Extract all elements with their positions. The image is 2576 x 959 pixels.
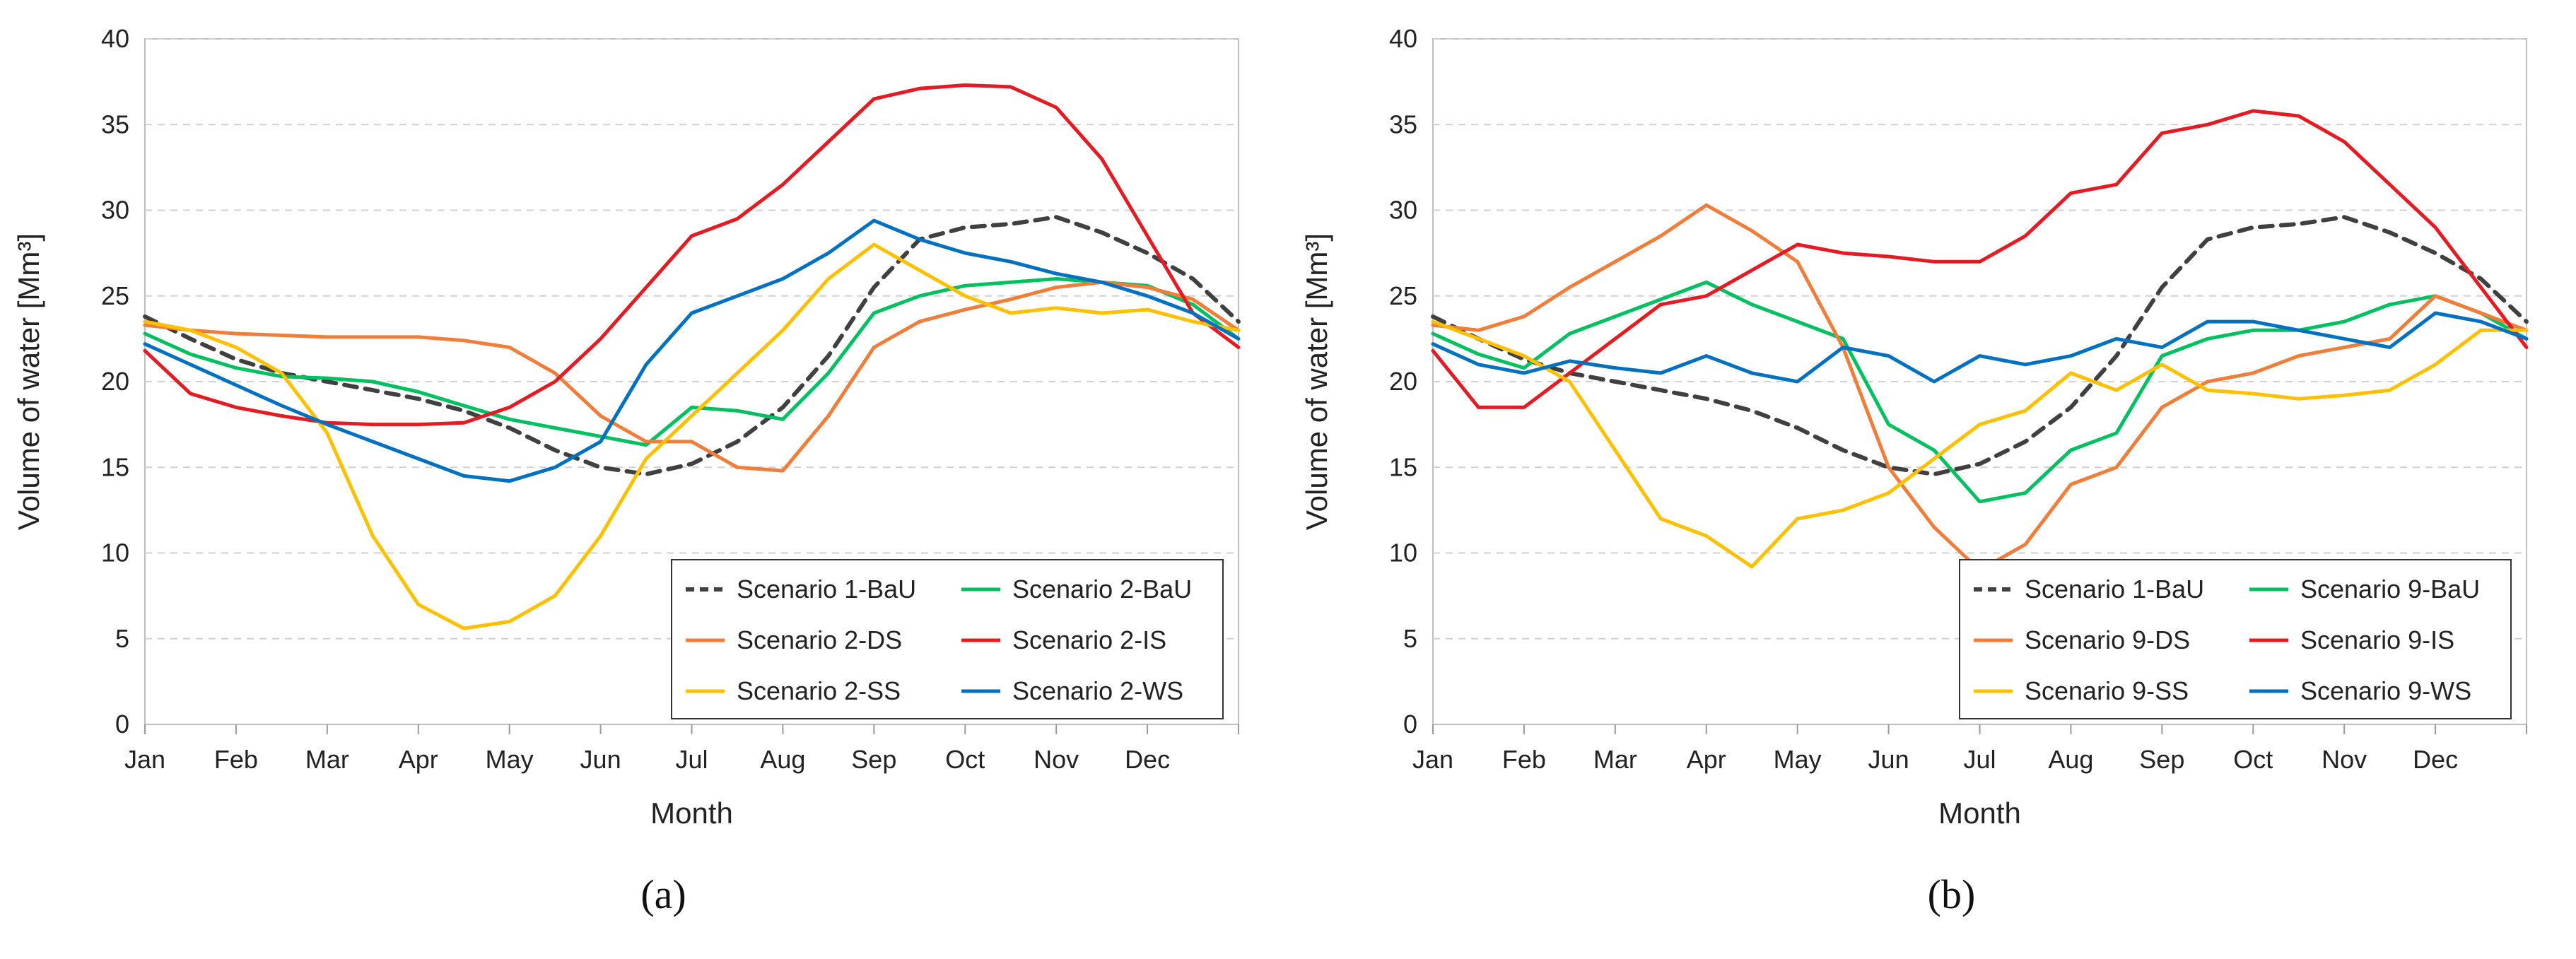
legend-entry-label: Scenario 9-BaU bbox=[2300, 575, 2480, 604]
x-tick-label: Dec bbox=[2413, 745, 2458, 774]
legend-entry-label: Scenario 9-IS bbox=[2300, 625, 2454, 654]
series-line-scenario-9-is bbox=[1431, 109, 2529, 409]
chart-b-svg: 0 5 10 15 20 25 30 35 40 Jan Feb Mar Apr May Jun Jul Aug… bbox=[1300, 24, 2529, 917]
legend-entry-label: Scenario 2-BaU bbox=[1012, 575, 1192, 604]
y-tick-label: 20 bbox=[1389, 367, 1417, 396]
x-tick-label: Apr bbox=[399, 745, 438, 774]
x-tick-label: Aug bbox=[2048, 745, 2093, 774]
legend-box bbox=[671, 559, 1224, 719]
series-line-scenario-9-ws bbox=[1431, 311, 2529, 384]
chart-a-svg: 0 5 10 15 20 25 30 35 40 Jan Feb Mar Apr May Jun Jul Aug… bbox=[12, 24, 1241, 917]
y-tick-label: 0 bbox=[1403, 710, 1417, 739]
legend-entry-label: Scenario 2-IS bbox=[1012, 625, 1166, 654]
y-tick-label: 5 bbox=[115, 624, 129, 653]
legend-entry-label: Scenario 9-DS bbox=[2025, 625, 2190, 654]
y-tick-label: 40 bbox=[101, 24, 129, 53]
x-tick-label: Jul bbox=[1963, 745, 1996, 774]
series-line-scenario-1-bau bbox=[1431, 215, 2529, 476]
y-tick-label: 40 bbox=[1389, 24, 1417, 53]
figure-caption-b: (b) bbox=[1928, 871, 1976, 917]
series-line-scenario-9-ss bbox=[1431, 319, 2529, 569]
x-tick-label: Jun bbox=[1868, 745, 1909, 774]
series-line-scenario-2-bau bbox=[143, 277, 1241, 447]
y-tick-label: 15 bbox=[101, 452, 129, 481]
y-tick-label: 25 bbox=[101, 281, 129, 310]
x-tick-label: Jun bbox=[580, 745, 621, 774]
legend-entry-label: Scenario 2-WS bbox=[1012, 676, 1183, 705]
legend-entry-label: Scenario 1-BaU bbox=[2025, 575, 2204, 604]
legend: Scenario 1-BaU Scenario 2-BaU Scenario 2-D… bbox=[671, 559, 1224, 719]
x-tick-label: Oct bbox=[2233, 745, 2273, 774]
x-tick-label: Aug bbox=[760, 745, 805, 774]
x-tick-label: Feb bbox=[214, 745, 258, 774]
y-tick-label: 5 bbox=[1403, 624, 1417, 653]
legend-entry-label: Scenario 2-SS bbox=[737, 676, 901, 705]
legend-entry-label: Scenario 9-SS bbox=[2025, 676, 2189, 705]
y-tick-label: 10 bbox=[1389, 539, 1417, 567]
y-axis-title: Volume of water [Mm³] bbox=[1300, 233, 1333, 530]
chart-panel-a: 0 5 10 15 20 25 30 35 40 Jan Feb Mar Apr May Jun Jul Aug… bbox=[12, 24, 1241, 917]
x-tick-label: Sep bbox=[851, 745, 896, 774]
y-tick-label: 30 bbox=[101, 196, 129, 225]
series-line-scenario-2-ds bbox=[143, 280, 1241, 473]
x-tick-label: Mar bbox=[305, 745, 349, 774]
x-tick-label: Dec bbox=[1125, 745, 1170, 774]
y-tick-label: 10 bbox=[101, 539, 129, 567]
y-tick-label: 0 bbox=[115, 710, 129, 739]
x-tick-label: Apr bbox=[1687, 745, 1726, 774]
chart-panel-b: 0 5 10 15 20 25 30 35 40 Jan Feb Mar Apr May Jun Jul Aug… bbox=[1288, 0, 2576, 959]
y-axis-title: Volume of water [Mm³] bbox=[12, 233, 45, 530]
x-tick-label: Jan bbox=[1412, 745, 1453, 774]
x-tick-label: May bbox=[486, 745, 534, 774]
x-tick-label: Jan bbox=[124, 745, 165, 774]
series-line-scenario-2-is bbox=[143, 83, 1241, 427]
x-tick-label: Jul bbox=[675, 745, 708, 774]
series-line-scenario-2-ss bbox=[143, 242, 1241, 630]
x-axis-title: Month bbox=[650, 796, 733, 830]
legend-box bbox=[1959, 559, 2512, 719]
y-tick-label: 35 bbox=[1389, 110, 1417, 139]
y-tick-label: 15 bbox=[1389, 452, 1417, 481]
series-line-scenario-9-bau bbox=[1431, 280, 2529, 504]
legend-entry-label: Scenario 9-WS bbox=[2300, 676, 2471, 705]
x-tick-label: Sep bbox=[2139, 745, 2184, 774]
x-tick-label: Oct bbox=[945, 745, 985, 774]
x-tick-label: Mar bbox=[1593, 745, 1637, 774]
x-tick-label: Feb bbox=[1502, 745, 1546, 774]
y-tick-label: 30 bbox=[1389, 196, 1417, 225]
y-tick-label: 25 bbox=[1389, 281, 1417, 310]
x-tick-label: Nov bbox=[2322, 745, 2367, 774]
figure-caption-a: (a) bbox=[640, 871, 686, 917]
legend: Scenario 1-BaU Scenario 9-BaU Scenario 9-D… bbox=[1959, 559, 2512, 719]
series-line-scenario-1-bau bbox=[143, 215, 1241, 476]
series-line-scenario-2-ws bbox=[143, 218, 1241, 483]
legend-entry-label: Scenario 2-DS bbox=[737, 625, 902, 654]
y-tick-label: 35 bbox=[101, 110, 129, 139]
x-axis-title: Month bbox=[1938, 796, 2021, 830]
legend-entry-label: Scenario 1-BaU bbox=[737, 575, 916, 604]
x-tick-label: May bbox=[1774, 745, 1822, 774]
y-tick-label: 20 bbox=[101, 367, 129, 396]
x-tick-label: Nov bbox=[1034, 745, 1079, 774]
